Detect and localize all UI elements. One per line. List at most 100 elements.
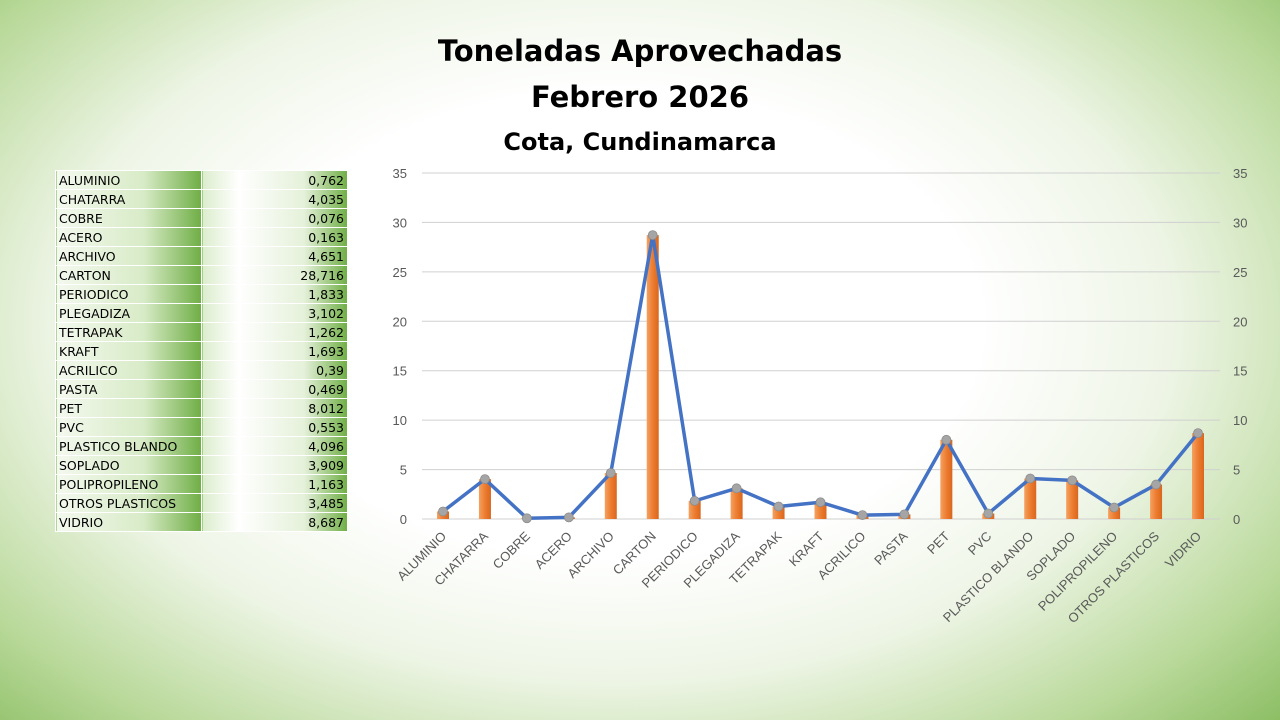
bar xyxy=(646,235,659,519)
data-point xyxy=(521,513,532,524)
table-row: ACRILICO 0,39 xyxy=(55,360,348,380)
material-name: OTROS PLASTICOS xyxy=(55,493,202,513)
x-tick-label: COBRE xyxy=(490,528,534,572)
material-name: PASTA xyxy=(55,379,202,399)
x-tick-label: PASTA xyxy=(871,528,911,568)
material-name: PVC xyxy=(55,417,202,437)
table-row: OTROS PLASTICOS 3,485 xyxy=(55,493,348,513)
data-point xyxy=(899,509,910,520)
material-value: 0,762 xyxy=(201,170,348,190)
x-tick-label: KRAFT xyxy=(786,528,827,569)
material-value: 28,716 xyxy=(201,265,348,285)
bar xyxy=(730,488,743,519)
y-tick-label: 20 xyxy=(393,314,407,329)
x-tick-label: VIDRIO xyxy=(1162,529,1204,571)
material-value: 8,687 xyxy=(201,512,348,532)
table-row: ALUMINIO 0,762 xyxy=(55,170,348,190)
material-value: 0,076 xyxy=(201,208,348,228)
data-point xyxy=(605,468,616,478)
material-value: 1,833 xyxy=(201,284,348,304)
material-value: 1,693 xyxy=(201,341,348,361)
series-line xyxy=(441,233,1200,520)
data-point xyxy=(773,501,784,512)
chart-title: Toneladas Aprovechadas xyxy=(437,34,843,68)
y2-tick-label: 35 xyxy=(1233,166,1247,181)
table-row: PASTA 0,469 xyxy=(55,379,348,399)
data-point xyxy=(1151,479,1161,490)
y2-tick-label: 10 xyxy=(1233,413,1247,428)
data-point xyxy=(563,512,574,523)
data-point xyxy=(731,483,742,494)
y-tick-label: 30 xyxy=(393,215,407,230)
y2-tick-label: 15 xyxy=(1233,364,1247,379)
material-value: 3,485 xyxy=(201,493,348,513)
table-row: SOPLADO 3,909 xyxy=(55,455,348,475)
material-name: VIDRIO xyxy=(55,512,202,532)
material-name: POLIPROPILENO xyxy=(55,474,202,494)
bar xyxy=(688,500,701,519)
data-point xyxy=(815,497,826,508)
y-tick-label: 15 xyxy=(393,364,407,379)
table-row: KRAFT 1,693 xyxy=(55,341,348,361)
table-row: VIDRIO 8,687 xyxy=(55,512,348,532)
table-row: PLEGADIZA 3,102 xyxy=(55,303,348,323)
data-point xyxy=(647,230,658,241)
material-name: KRAFT xyxy=(55,341,202,361)
x-tick-label: POLIPROPILENO xyxy=(1035,529,1120,614)
table-row: PLASTICO BLANDO 4,096 xyxy=(55,436,348,456)
chart-subtitle: Febrero 2026 xyxy=(530,80,750,114)
table-row: ARCHIVO 4,651 xyxy=(55,246,348,266)
material-name: PLASTICO BLANDO xyxy=(55,436,202,456)
bar xyxy=(478,479,491,519)
material-value: 0,163 xyxy=(201,227,348,247)
data-point xyxy=(983,508,994,519)
material-value: 0,469 xyxy=(201,379,348,399)
y2-tick-label: 30 xyxy=(1233,215,1247,230)
bar xyxy=(814,502,827,519)
table-row: PET 8,012 xyxy=(55,398,348,418)
material-name: CHATARRA xyxy=(55,189,202,209)
y2-tick-label: 20 xyxy=(1233,314,1247,329)
material-value: 3,102 xyxy=(201,303,348,323)
bar xyxy=(1192,433,1204,519)
data-point xyxy=(689,495,700,506)
material-value: 0,39 xyxy=(201,360,348,380)
bar xyxy=(1024,478,1037,519)
data-point xyxy=(857,510,868,521)
y-tick-label: 0 xyxy=(400,512,407,527)
x-tick-label: PET xyxy=(924,528,953,557)
bar xyxy=(1150,484,1163,519)
chart-location: Cota, Cundinamarca xyxy=(503,128,777,156)
material-name: PET xyxy=(55,398,202,418)
data-point xyxy=(438,506,448,517)
material-name: PLEGADIZA xyxy=(55,303,202,323)
material-value: 0,553 xyxy=(201,417,348,437)
y2-tick-label: 0 xyxy=(1233,512,1240,527)
bar xyxy=(1108,507,1121,519)
data-point xyxy=(1067,475,1078,486)
material-value: 4,651 xyxy=(201,246,348,266)
table-row: ACERO 0,163 xyxy=(55,227,348,247)
table-row: CARTON 28,716 xyxy=(55,265,348,285)
data-point xyxy=(480,474,490,485)
y2-tick-label: 25 xyxy=(1233,265,1247,280)
data-point xyxy=(941,434,952,445)
y-tick-label: 10 xyxy=(393,413,407,428)
y2-tick-label: 5 xyxy=(1233,463,1240,478)
y-tick-label: 25 xyxy=(393,265,407,280)
material-value: 8,012 xyxy=(201,398,348,418)
y-tick-label: 5 xyxy=(400,463,407,478)
material-name: TETRAPAK xyxy=(55,322,202,342)
material-name: SOPLADO xyxy=(55,455,202,475)
x-tick-label: PVC xyxy=(965,529,995,559)
material-name: ARCHIVO xyxy=(55,246,202,266)
bar xyxy=(1066,480,1079,519)
material-name: COBRE xyxy=(55,208,202,228)
data-point xyxy=(1109,502,1120,513)
material-value: 3,909 xyxy=(201,455,348,475)
bar xyxy=(940,439,953,519)
data-point xyxy=(1025,473,1036,484)
x-tick-label: ARCHIVO xyxy=(564,529,616,581)
y-tick-label: 35 xyxy=(393,166,407,181)
